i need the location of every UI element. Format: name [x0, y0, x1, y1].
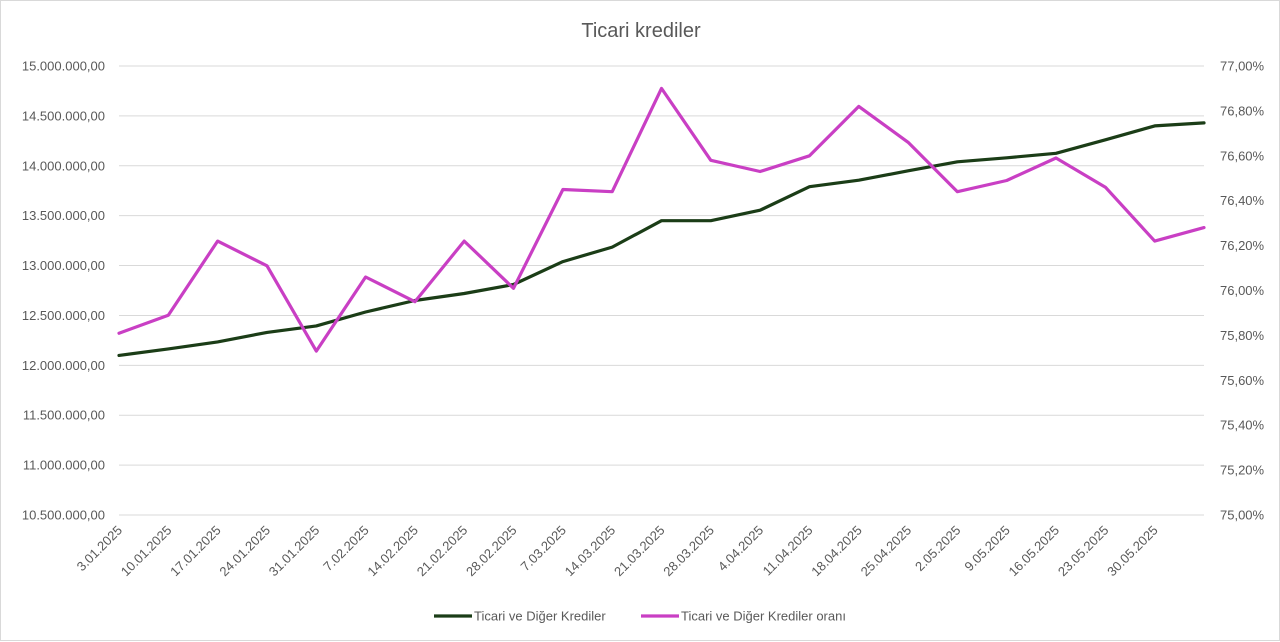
left-axis-ticks: 10.500.000,00 11.000.000,00 11.500.000,00 1… [22, 59, 105, 523]
left-tick-label: 11.500.000,00 [23, 408, 105, 423]
right-tick-label: 75,20% [1220, 463, 1265, 478]
x-tick-label: 28.03.2025 [660, 523, 717, 580]
gridlines [119, 65, 1204, 516]
x-tick-label: 31.01.2025 [266, 523, 323, 580]
series-layer [117, 86, 1206, 357]
x-tick-label: 30.05.2025 [1104, 523, 1161, 580]
right-tick-label: 75,80% [1220, 328, 1265, 343]
x-tick-label: 16.05.2025 [1006, 523, 1063, 580]
x-tick-label: 3.01.2025 [74, 523, 126, 575]
right-tick-label: 76,60% [1220, 148, 1265, 163]
x-tick-label: 11.04.2025 [760, 523, 816, 579]
left-tick-label: 14.000.000,00 [22, 158, 105, 173]
right-axis-ticks: 75,00% 75,20% 75,40% 75,60% 75,80% 76,00% 76,2… [1220, 59, 1265, 523]
x-tick-label: 17.01.2025 [167, 523, 224, 580]
series-line-orani [117, 86, 1206, 353]
left-tick-label: 12.000.000,00 [22, 358, 105, 373]
right-tick-label: 76,20% [1220, 238, 1265, 253]
x-tick-label: 25.04.2025 [858, 523, 915, 580]
legend: Ticari ve Diğer Krediler Ticari ve Diğer … [434, 609, 846, 624]
right-tick-label: 77,00% [1220, 59, 1265, 74]
x-tick-label: 9.05.2025 [961, 523, 1013, 575]
legend-label: Ticari ve Diğer Krediler [474, 609, 606, 624]
x-tick-label: 4.04.2025 [715, 523, 767, 575]
left-tick-label: 11.000.000,00 [23, 458, 105, 473]
series-line-krediler [117, 121, 1206, 357]
x-tick-label: 14.03.2025 [562, 523, 619, 580]
left-tick-label: 12.500.000,00 [22, 308, 105, 323]
x-tick-label: 18.04.2025 [808, 523, 865, 580]
left-tick-label: 13.500.000,00 [22, 208, 105, 223]
x-tick-label: 23.05.2025 [1055, 523, 1112, 580]
x-tick-label: 21.02.2025 [414, 523, 471, 580]
right-tick-label: 75,00% [1220, 508, 1265, 523]
x-tick-label: 28.02.2025 [463, 523, 520, 580]
left-tick-label: 15.000.000,00 [22, 59, 105, 74]
x-tick-label: 21.03.2025 [611, 523, 668, 580]
chart-title: Ticari krediler [581, 20, 701, 42]
x-tick-label: 24.01.2025 [216, 523, 273, 580]
x-tick-label: 7.02.2025 [320, 523, 372, 575]
left-tick-label: 14.500.000,00 [22, 108, 105, 123]
right-tick-label: 76,40% [1220, 193, 1265, 208]
x-tick-label: 10.01.2025 [118, 523, 175, 580]
right-tick-label: 75,40% [1220, 418, 1265, 433]
left-tick-label: 13.000.000,00 [22, 258, 105, 273]
left-tick-label: 10.500.000,00 [22, 508, 105, 523]
right-tick-label: 75,60% [1220, 373, 1265, 388]
x-tick-label: 2.05.2025 [912, 523, 964, 575]
right-tick-label: 76,80% [1220, 103, 1265, 118]
x-tick-label: 14.02.2025 [364, 523, 421, 580]
right-tick-label: 76,00% [1220, 283, 1265, 298]
x-tick-label: 7.03.2025 [517, 523, 569, 575]
x-axis-ticks: 3.01.202510.01.202517.01.202524.01.20253… [74, 514, 1204, 580]
legend-label: Ticari ve Diğer Krediler oranı [681, 609, 846, 624]
